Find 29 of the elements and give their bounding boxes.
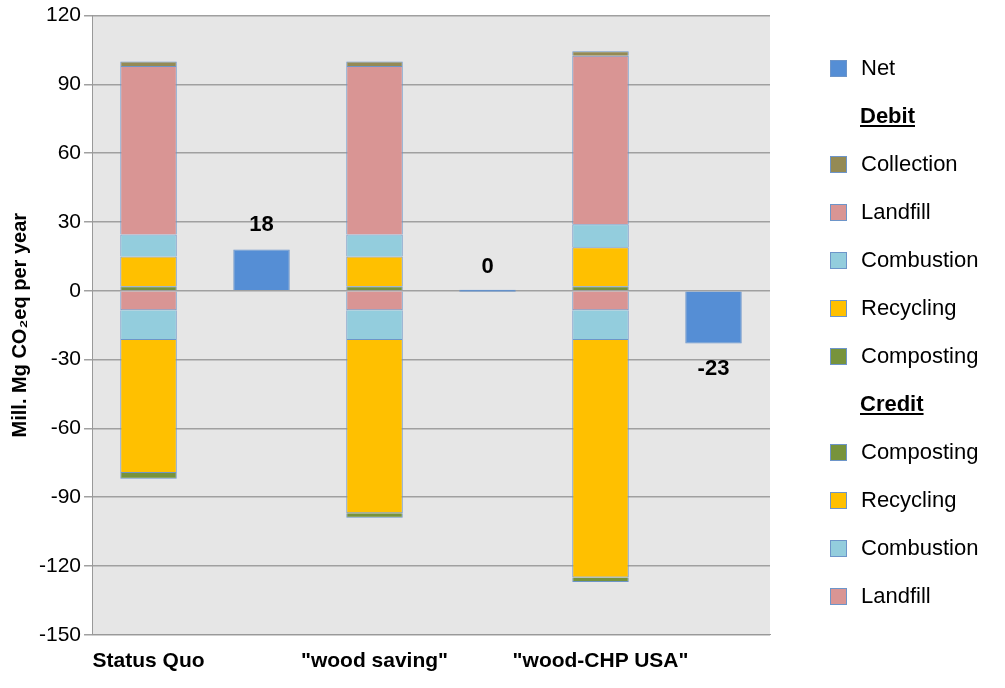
legend-label: Combustion	[861, 535, 979, 561]
x-tick-label: "wood saving"	[300, 648, 449, 672]
y-tick-label: 60	[57, 140, 82, 163]
legend-label: Collection	[861, 151, 958, 177]
data-label: 0	[481, 252, 494, 278]
x-tick-label: Status Quo	[92, 648, 205, 672]
data-label: -23	[697, 354, 730, 380]
y-tick-label: -30	[50, 346, 82, 370]
text: Credit	[859, 390, 925, 418]
legend-label: Composting	[861, 343, 979, 369]
y-tick-label: 0	[69, 277, 82, 301]
y-tick-label: -150	[39, 621, 82, 645]
legend-label: Landfill	[861, 583, 931, 609]
y-axis-title: Mill. Mg CO₂eq per year	[7, 212, 30, 438]
y-tick-label: 90	[57, 71, 82, 95]
y-tick-label: 30	[57, 208, 82, 232]
legend-label: Recycling	[861, 295, 957, 321]
legend-label: Landfill	[861, 199, 931, 225]
y-tick-label: -120	[39, 552, 82, 576]
legend-label: Composting	[861, 439, 979, 465]
y-tick-label: -90	[50, 484, 82, 507]
legend-label: Combustion	[861, 247, 979, 273]
y-tick-label: 120	[45, 2, 82, 26]
x-tick-label: "wood-CHP USA"	[512, 648, 689, 672]
data-label: 18	[249, 210, 274, 236]
legend-label: Net	[861, 55, 896, 81]
text: Debit	[859, 102, 916, 130]
legend-label: Recycling	[861, 487, 957, 513]
y-tick-label: -60	[50, 415, 82, 439]
